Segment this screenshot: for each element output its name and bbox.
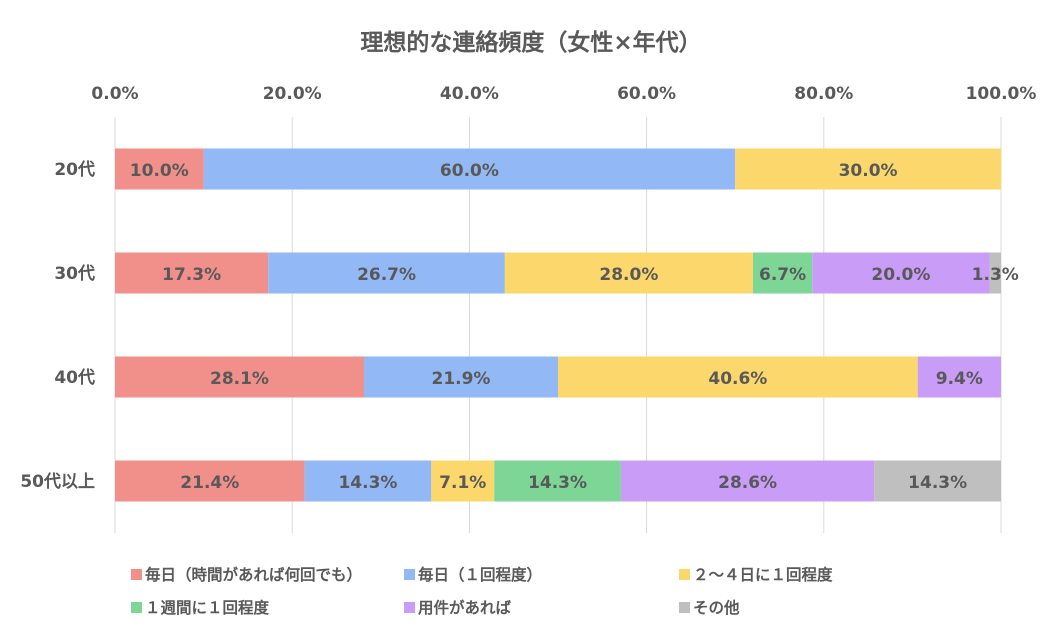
data-label: 14.3% [908,473,967,493]
bar-segment [304,460,432,502]
data-label: 14.3% [528,473,587,493]
bar-segment [812,252,990,294]
x-tick-label: 60.0% [617,84,676,104]
category-label: 40代 [54,367,95,388]
bar-segment [115,460,305,502]
x-tick-label: 0.0% [91,84,138,104]
category-label: 50代以上 [20,471,95,492]
category-label: 30代 [54,263,95,284]
y-axis-categories: 20代 30代 40代 50代以上 [20,159,95,492]
bar-segment [917,356,1001,398]
bar-segment [115,148,204,190]
bar-segment [203,148,736,190]
bar-segment [735,148,1001,190]
data-label: 14.3% [338,473,397,493]
x-tick-label: 100.0% [966,84,1037,104]
data-label: 9.4% [936,369,983,389]
category-label: 20代 [54,159,95,180]
data-label: 21.9% [431,369,490,389]
data-label: 40.6% [708,369,767,389]
data-label: 28.1% [210,369,269,389]
legend-swatch [404,569,415,580]
x-tick-label: 20.0% [263,84,322,104]
chart-title: 理想的な連絡頻度（女性×年代） [360,29,701,56]
legend-label: 用件があれば [418,598,512,617]
data-label: 21.4% [180,473,239,493]
bar-segment [989,252,1001,294]
bar-segment [874,460,1001,502]
bar-segment [494,460,621,502]
legend-swatch [679,569,690,580]
legend-swatch [131,569,142,580]
data-label: 28.6% [718,473,777,493]
data-label: 60.0% [440,161,499,181]
data-label: 20.0% [871,265,930,285]
legend-swatch [131,602,142,613]
bar-segment [431,460,495,502]
legend-label: その他 [693,598,740,617]
legend-label: ２～４日に１回程度 [693,565,833,584]
legend-label: １週間に１回程度 [145,598,270,617]
bar-segment [504,252,753,294]
bar-segment [363,356,558,398]
legend-label: 毎日（時間があれば何回でも） [145,565,362,584]
data-label: 26.7% [357,265,416,285]
legend-label: 毎日（１回程度） [418,565,542,584]
legend: 毎日（時間があれば何回でも） 毎日（１回程度） ２～４日に１回程度 １週間に１回程度 用… [131,565,833,617]
x-tick-label: 40.0% [440,84,499,104]
data-label: 6.7% [759,265,806,285]
data-label: 10.0% [130,161,189,181]
legend-swatch [679,602,690,613]
data-labels: 10.0% 60.0% 30.0% 17.3% 26.7% 28.0% 6.7% 20.0% 1… [130,161,1019,493]
data-label: 7.1% [439,473,486,493]
x-tick-label: 80.0% [794,84,853,104]
bar-segment [115,356,364,398]
data-label: 30.0% [839,161,898,181]
bars [115,148,1001,502]
data-label: 28.0% [599,265,658,285]
data-label: 1.3% [972,265,1019,285]
bar-segment [558,356,918,398]
x-axis-ticks: 0.0% 20.0% 40.0% 60.0% 80.0% 100.0% [91,84,1036,104]
bar-segment [115,252,269,294]
bar-segment [268,252,505,294]
legend-swatch [404,602,415,613]
bar-segment [620,460,875,502]
bar-segment [752,252,813,294]
data-label: 17.3% [162,265,221,285]
